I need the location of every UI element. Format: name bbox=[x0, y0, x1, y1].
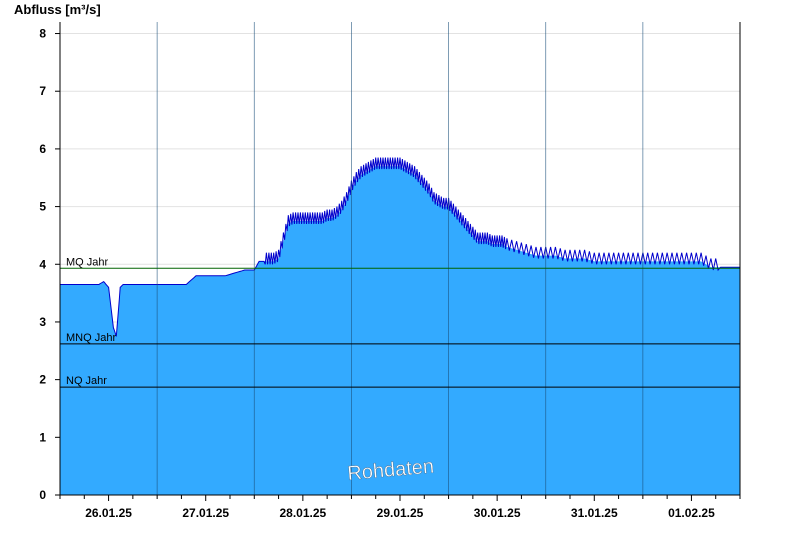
ref-label-nq-jahr: NQ Jahr bbox=[66, 375, 107, 387]
y-tick-label: 1 bbox=[39, 430, 46, 444]
x-tick-label: 26.01.25 bbox=[85, 506, 132, 520]
x-tick-label: 31.01.25 bbox=[571, 506, 618, 520]
y-tick-label: 4 bbox=[39, 257, 46, 271]
y-tick-label: 3 bbox=[39, 315, 46, 329]
y-tick-label: 8 bbox=[39, 27, 46, 41]
y-tick-label: 6 bbox=[39, 142, 46, 156]
y-tick-label: 2 bbox=[39, 373, 46, 387]
y-tick-label: 5 bbox=[39, 200, 46, 214]
discharge-line bbox=[60, 157, 740, 337]
x-tick-label: 27.01.25 bbox=[182, 506, 229, 520]
discharge-area bbox=[60, 166, 740, 495]
ref-label-mnq-jahr: MNQ Jahr bbox=[66, 332, 116, 344]
x-tick-label: 30.01.25 bbox=[474, 506, 521, 520]
x-tick-label: 01.02.25 bbox=[668, 506, 715, 520]
ref-label-mq-jahr: MQ Jahr bbox=[66, 256, 109, 268]
y-axis-label: Abfluss [m³/s] bbox=[14, 2, 101, 17]
y-tick-label: 7 bbox=[39, 84, 46, 98]
x-tick-label: 28.01.25 bbox=[279, 506, 326, 520]
x-tick-label: 29.01.25 bbox=[377, 506, 424, 520]
y-tick-label: 0 bbox=[39, 488, 46, 502]
